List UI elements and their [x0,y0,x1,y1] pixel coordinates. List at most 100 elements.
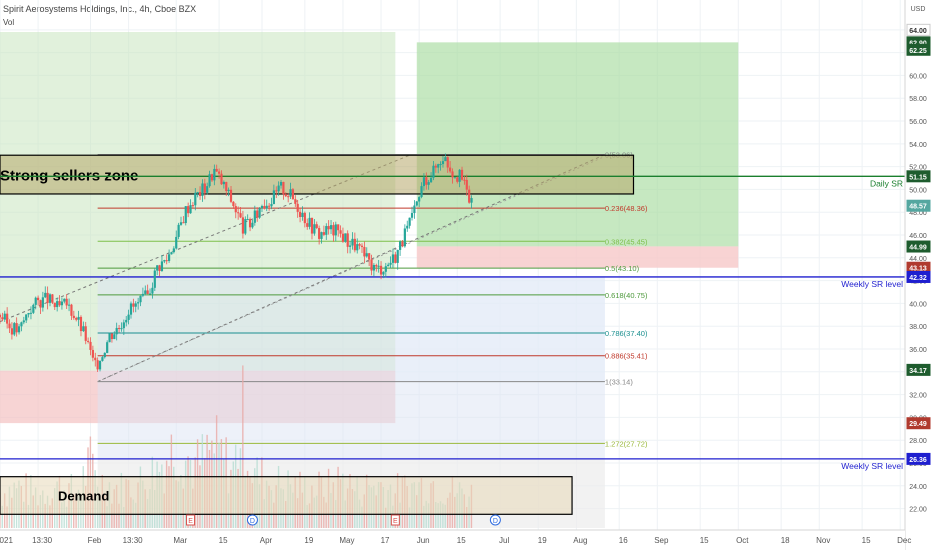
time-tick-label: 18 [781,536,790,545]
volume-bar [408,507,411,528]
volume-bar [37,505,39,528]
time-tick-label: Jun [417,536,430,545]
candle-body [127,314,130,320]
fib-level-label: 0.382(45.45) [605,237,648,246]
candle-body [260,205,264,209]
candle-body [115,327,118,335]
candle-body [120,328,123,330]
candle-body [425,177,428,185]
candle-body [365,253,368,257]
fib-level-label: 0.886(35.41) [605,352,648,361]
candle-body [384,266,387,272]
candle-body [227,189,230,192]
candle-body [244,219,247,234]
candle-body [377,265,380,267]
candle-body [172,248,175,253]
candle-body [46,292,49,303]
candle-body [146,290,149,294]
candle-body [434,165,437,168]
zone-box [0,154,635,195]
candle-body [110,333,114,340]
candle-body [163,260,166,262]
volume-bar [465,506,468,528]
volume-bar [325,502,327,528]
volume-bar [44,503,46,528]
candle-body [179,222,183,225]
candle-body [287,196,290,198]
volume-bar [111,503,113,528]
price-tick-label: 60.00 [909,73,927,80]
volume-bar [361,506,363,528]
candle-body [208,174,211,187]
candle-body [94,357,97,361]
volume-label[interactable]: Vol [3,18,15,27]
candle-body [315,224,318,229]
price-label-text: 42.32 [909,275,927,282]
candle-body [284,194,287,197]
candle-body [41,297,44,308]
candle-body [368,253,371,260]
time-tick-label: 19 [304,536,313,545]
candle-body [129,303,133,315]
candle-body [237,212,240,214]
candle-body [27,313,30,315]
candle-body [72,315,75,318]
price-label-box [906,452,931,465]
price-tick-label: 22.00 [909,507,927,514]
price-label-box [906,363,931,376]
dividend-marker [489,514,501,526]
candle-body [232,201,235,207]
candle-body [167,254,171,261]
candle-body [382,271,385,275]
candle-body [218,171,221,174]
candle-body [318,228,321,239]
time-tick-label: 15 [700,536,709,545]
time-tick-label: Mar [173,536,187,545]
candle-body [344,233,347,242]
candle-body [329,225,333,230]
candle-body [418,197,421,202]
fib-range-area-right [395,277,605,382]
volume-bar [49,505,51,528]
candle-body [198,192,202,197]
price-tick-label: 48.00 [909,210,927,217]
currency-label: USD [911,6,926,13]
price-label-box [906,170,931,183]
candle-body [289,189,292,197]
price-tick-label: 46.00 [909,233,927,240]
time-tick-label: May [339,536,354,545]
candle-body [339,230,342,234]
volume-bar [123,506,125,528]
candle-body [10,328,14,335]
candle-body [87,340,90,342]
candle-body [401,241,404,247]
price-label-text: 44.99 [909,245,927,252]
candle-body [15,323,18,333]
time-tick-label: 19 [538,536,547,545]
price-label-box [906,240,931,253]
candle-body [1,317,4,320]
volume-bar [134,502,137,528]
sr-level-label: Daily SR [870,178,903,188]
candle-body [437,164,440,168]
volume-bar [61,502,63,528]
candle-body [248,219,252,228]
price-label-box [906,23,931,36]
fib-level-label: 0.786(37.40) [605,329,648,338]
price-label-text: 26.36 [909,457,927,464]
candle-body [194,192,197,206]
time-tick-label: 17 [381,536,390,545]
candle-body [394,254,397,263]
zone-label-demand: Demand [58,488,109,503]
candle-body [363,246,366,257]
candle-body [246,219,249,221]
candle-body [427,182,430,185]
event-marker-label: E [393,518,398,525]
candle-body [413,205,416,214]
candle-body [29,312,33,314]
price-tick-label: 28.00 [909,438,927,445]
candle-body [13,323,16,335]
candle-body [63,298,66,302]
candle-body [322,232,325,235]
